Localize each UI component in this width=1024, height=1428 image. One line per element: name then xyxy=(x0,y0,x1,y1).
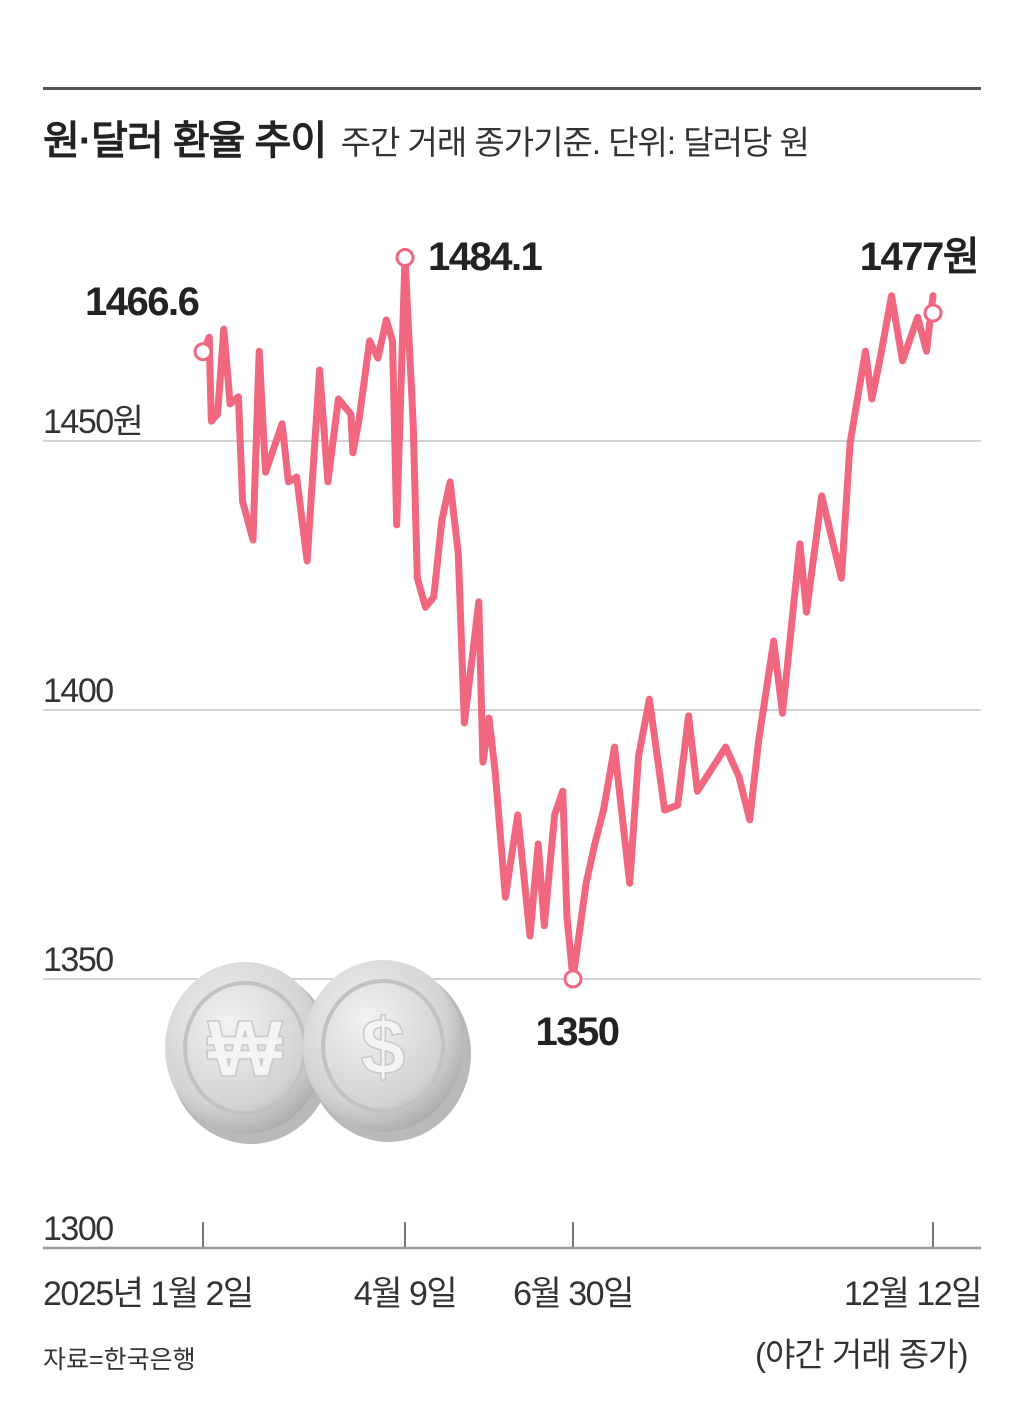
coins-illustration: ₩ $ xyxy=(165,960,471,1144)
y-tick-label: 1300 xyxy=(43,1210,113,1248)
coin-rim xyxy=(321,979,445,1113)
night-trading-note: (야간 거래 종가) xyxy=(755,1336,968,1373)
y-tick-label: 1450원 xyxy=(43,403,142,441)
dollar-coin-icon: $ xyxy=(303,960,471,1142)
chart-header: 원·달러 환율 추이 주간 거래 종가기준. 단위: 달러당 원 xyxy=(43,108,810,166)
exchange-rate-line xyxy=(199,254,937,983)
annotation-marker xyxy=(193,342,213,362)
annotation-marker xyxy=(923,303,943,323)
chart-subtitle: 주간 거래 종가기준. 단위: 달러당 원 xyxy=(340,124,810,161)
x-tick-label: 2025년 1월 2일 xyxy=(43,1275,253,1313)
annotation-label: 1484.1 xyxy=(428,235,543,279)
coin-face xyxy=(165,962,325,1134)
coin-face xyxy=(303,960,463,1132)
annotation-label: 1477원 xyxy=(860,235,978,279)
annotation-label: 1466.6 xyxy=(85,280,199,324)
x-tick-label: 12월 12일 xyxy=(844,1275,981,1313)
annotation-marker xyxy=(395,248,415,268)
top-rule xyxy=(43,87,981,90)
y-tick-label: 1350 xyxy=(43,941,113,979)
won-coin-icon: ₩ xyxy=(165,962,333,1144)
y-tick-label: 1400 xyxy=(43,672,113,710)
x-tick-label: 6월 30일 xyxy=(513,1275,633,1313)
x-tick-label: 4월 9일 xyxy=(354,1275,456,1313)
coin-symbol: ₩ xyxy=(207,1004,283,1093)
annotation-label: 1350 xyxy=(536,1010,619,1054)
source-text: 자료=한국은행 xyxy=(43,1346,196,1374)
chart-title: 원·달러 환율 추이 xyxy=(43,119,327,163)
coin-symbol: $ xyxy=(361,1002,406,1091)
annotation-marker xyxy=(563,969,583,989)
